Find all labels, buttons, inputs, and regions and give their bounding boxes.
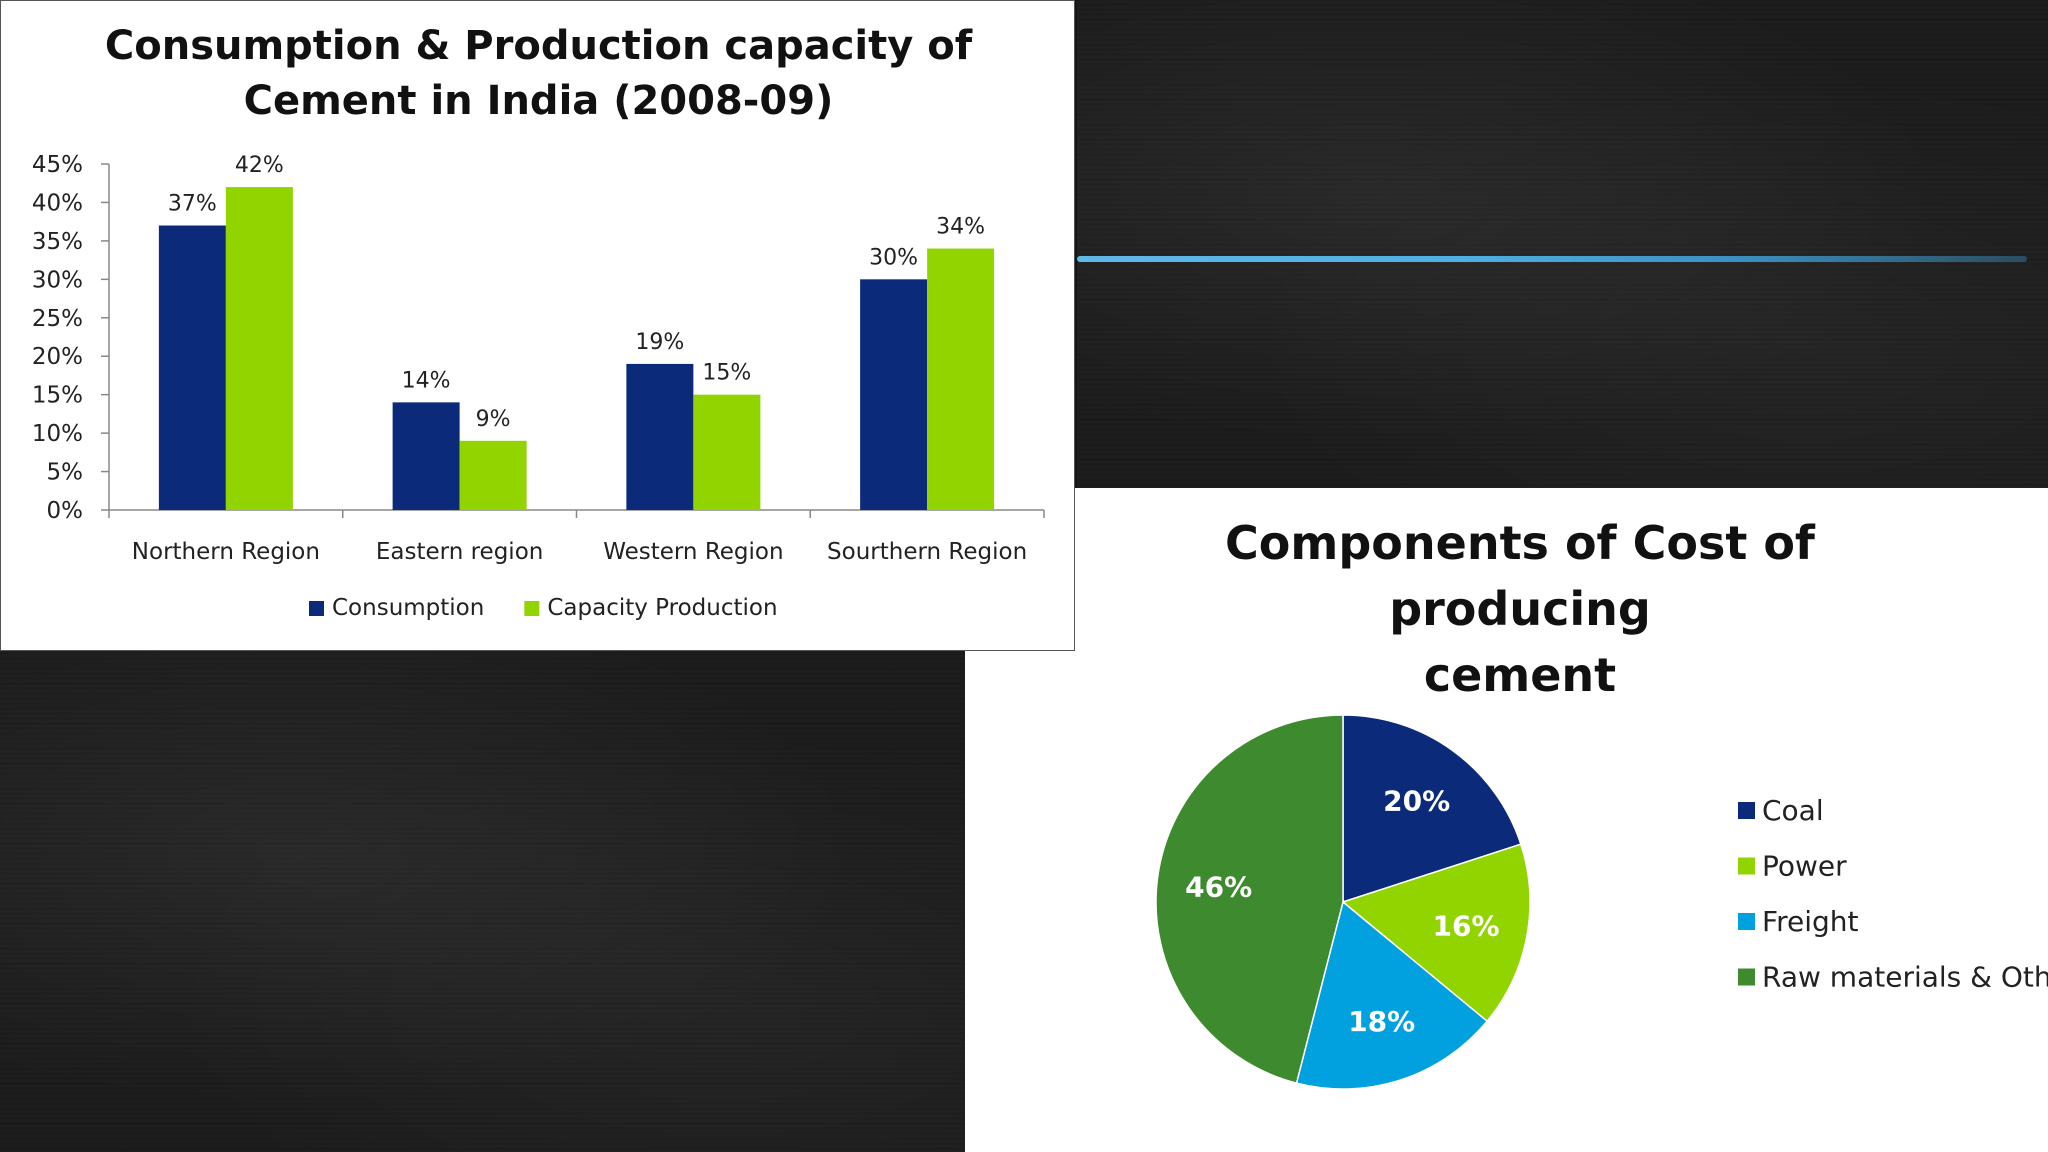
pie-chart-title: Components of Cost of producing cement [1100,510,1940,708]
y-tick-label: 10% [32,421,83,447]
data-label: 37% [168,192,217,217]
bar-chart-title-line1: Consumption & Production capacity of [104,23,973,69]
legend-label: Capacity Production [547,595,777,621]
data-label: 9% [476,407,511,432]
bar [158,225,226,510]
x-tick-label: Western Region [603,539,783,565]
bar [392,402,460,510]
x-tick-label: Sourthern Region [827,539,1027,565]
x-tick-label: Northern Region [132,539,320,565]
chalk-divider-line [1077,256,2027,262]
bar-chart: 0% 5% 10% 15% 20% 25% 30% 35% 40% 45% Northern Reg… [32,152,1045,621]
bar-chart-title: Consumption & Production capacity of Cem… [1,19,1076,129]
pie-chart-title-line1: Components of Cost of producing [1225,516,1815,636]
y-tick-label: 0% [47,498,84,524]
y-tick-label: 45% [32,152,83,178]
data-label: 14% [402,368,451,393]
legend-label: Consumption [332,595,484,621]
y-tick-label: 40% [32,190,83,216]
chalkboard-background-top-right [1077,0,2048,488]
pie-chart-title-line2: cement [1423,648,1617,702]
legend-swatch [309,601,324,616]
bar [693,394,761,510]
bar [225,187,293,511]
y-tick-label: 5% [47,460,84,486]
bar [860,279,928,510]
y-tick-label: 25% [32,306,83,332]
bar [927,248,995,511]
bar [459,440,527,510]
y-tick-label: 15% [32,383,83,409]
y-tick-label: 20% [32,344,83,370]
x-tick-label: Eastern region [376,539,543,565]
y-tick-label: 35% [32,229,83,255]
data-label: 42% [235,153,284,178]
data-label: 30% [869,245,918,270]
data-label: 19% [635,330,684,355]
legend-swatch [524,601,540,616]
chalkboard-background-bottom-left [0,650,965,1152]
data-label: 15% [702,361,751,386]
bar [626,363,694,510]
data-label: 34% [936,215,985,240]
bar-chart-panel: Consumption & Production capacity of Cem… [0,0,1075,651]
bar-chart-title-line2: Cement in India (2008-09) [243,78,834,124]
y-tick-label: 30% [32,267,83,293]
